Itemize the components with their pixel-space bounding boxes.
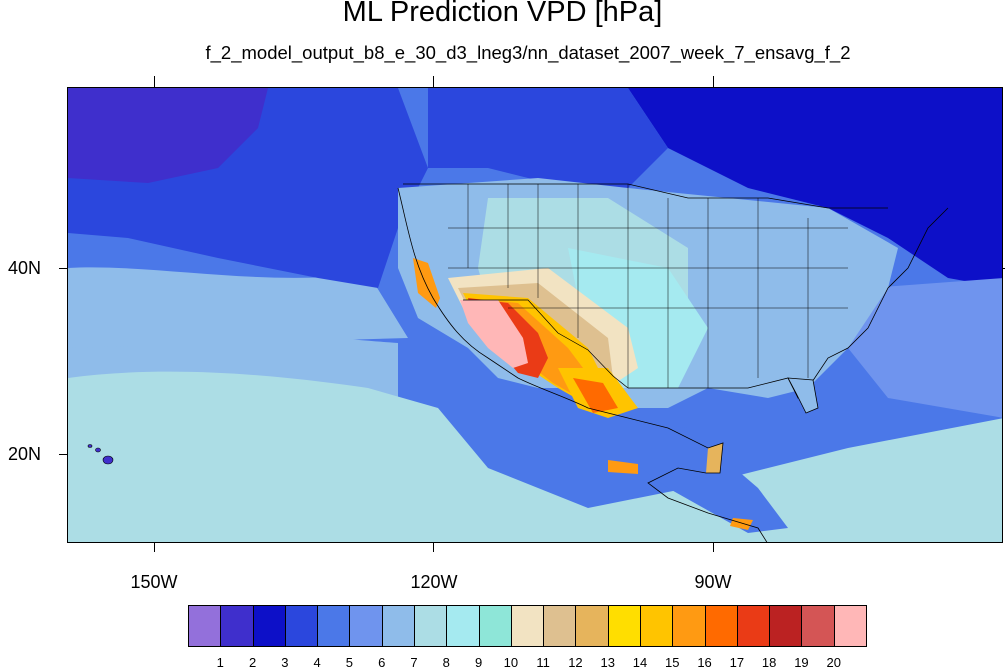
tick-lon-90-top <box>713 76 714 87</box>
colorbar-swatch <box>833 605 867 647</box>
colorbar-swatch <box>317 605 351 647</box>
chart-subtitle: f_2_model_output_b8_e_30_d3_lneg3/nn_dat… <box>205 42 851 63</box>
colorbar-label: 7 <box>410 655 418 670</box>
lon-label-150w: 150W <box>130 572 178 592</box>
colorbar-swatch <box>414 605 448 647</box>
tick-lat-40-right <box>1003 268 1005 269</box>
coastline-gulf <box>628 207 949 399</box>
field-north-atlantic <box>628 88 1002 288</box>
colorbar-label: 5 <box>345 655 354 670</box>
colorbar-swatch <box>188 605 222 647</box>
colorbar-label: 19 <box>794 655 809 670</box>
colorbar-label: 8 <box>442 655 450 670</box>
tick-lat-40-left <box>59 268 67 269</box>
colorbar-label: 10 <box>503 655 519 670</box>
colorbar-swatch <box>510 605 545 647</box>
field-atlantic-band <box>848 278 1002 418</box>
tick-lon-120-top <box>433 76 434 87</box>
field-canada-dark <box>428 88 668 188</box>
colorbar-swatch <box>381 605 415 647</box>
field-alaska-dark <box>68 88 268 183</box>
vpd-field-svg <box>68 88 1002 542</box>
colorbar-swatch <box>672 605 706 647</box>
colorbar-swatch <box>543 605 577 647</box>
coastline-na <box>397 187 768 542</box>
colorbar-swatch <box>640 605 674 647</box>
colorbar-swatch <box>736 605 771 647</box>
border-us-mexico <box>463 299 629 389</box>
tick-lat-20-left <box>59 454 67 455</box>
colorbar-label: 20 <box>826 655 841 670</box>
lat-label-20n: 20N <box>8 444 42 464</box>
tick-lon-150-bottom <box>154 543 155 552</box>
colorbar-label: 17 <box>729 655 745 670</box>
colorbar-swatch <box>252 605 286 647</box>
colorbar-swatch <box>284 605 319 647</box>
colorbar-label: 13 <box>600 655 615 670</box>
colorbar-label: 1 <box>216 655 224 670</box>
colorbar-label: 4 <box>313 655 321 670</box>
hawaii-islands <box>87 444 114 465</box>
colorbar-label: 3 <box>281 655 289 670</box>
florida <box>787 377 819 414</box>
field-mexico-red <box>573 378 618 413</box>
colorbar-label: 12 <box>568 655 583 670</box>
colorbar-swatch <box>769 605 803 647</box>
field-band-tropics <box>68 371 1002 542</box>
colorbar-label: 11 <box>536 655 550 670</box>
colorbar <box>188 605 867 647</box>
field-cam-dry <box>608 460 638 474</box>
colorbar-swatch <box>220 605 254 647</box>
field-yucatan <box>706 443 723 473</box>
lon-label-120w: 120W <box>410 572 458 592</box>
tick-lon-120-bottom <box>433 543 434 552</box>
hawaii-small <box>87 444 93 448</box>
chart-title: ML Prediction VPD [hPa] <box>342 0 663 28</box>
tick-lon-150-top <box>154 76 155 87</box>
field-central-america <box>608 418 788 533</box>
lon-label-90w: 90W <box>694 572 732 592</box>
tick-lon-90-bottom <box>713 543 714 552</box>
hawaii-main <box>102 455 114 465</box>
colorbar-swatch <box>446 605 480 647</box>
border-us-canada <box>403 183 888 209</box>
colorbar-swatch <box>704 605 738 647</box>
state-lines <box>448 184 848 388</box>
colorbar-swatch <box>801 605 835 647</box>
lat-label-40n: 40N <box>8 258 42 278</box>
colorbar-swatch <box>478 605 512 647</box>
colorbar-swatch <box>575 605 609 647</box>
field-band-pacific <box>68 267 408 348</box>
colorbar-label: 16 <box>697 655 712 670</box>
colorbar-swatch <box>607 605 641 647</box>
colorbar-label: 15 <box>665 655 680 670</box>
colorbar-label: 18 <box>761 655 777 670</box>
colorbar-label: 2 <box>248 655 257 670</box>
colorbar-label: 9 <box>474 655 483 670</box>
field-sonora-pink <box>460 300 528 368</box>
colorbar-label: 14 <box>632 655 648 670</box>
map-panel <box>67 87 1003 543</box>
colorbar-swatch <box>349 605 383 647</box>
hawaii-minor <box>95 447 101 453</box>
colorbar-label: 6 <box>378 655 386 670</box>
